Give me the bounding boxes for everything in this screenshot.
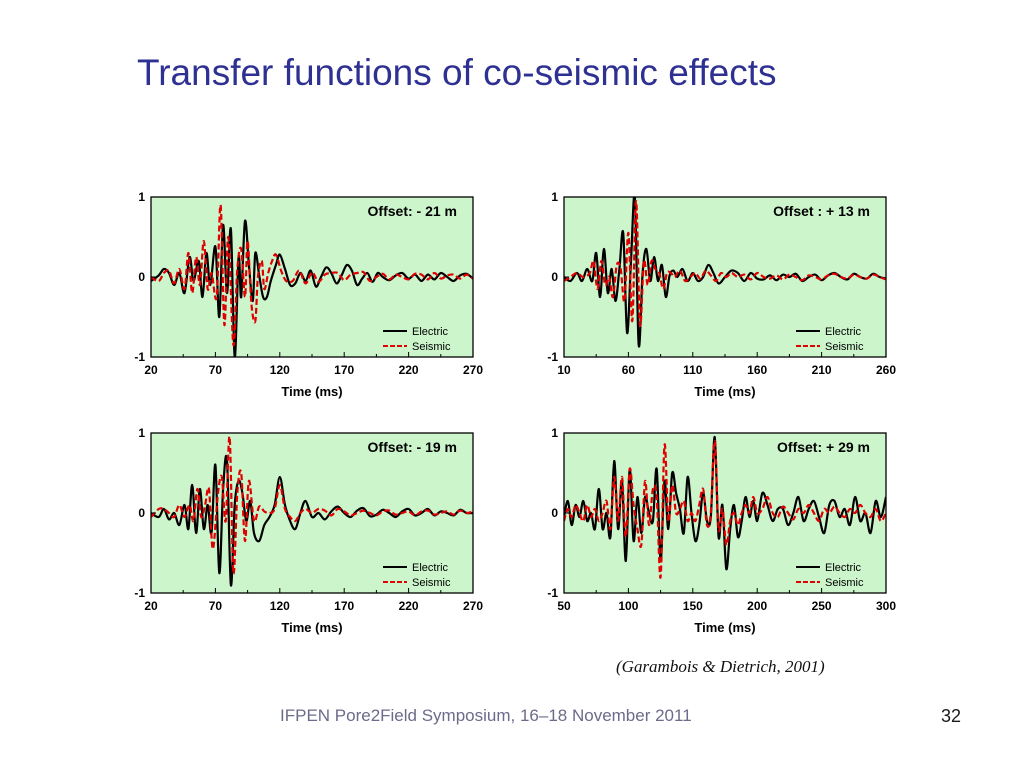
legend-label-electric: Electric: [825, 326, 862, 338]
x-tick-label: 220: [399, 363, 419, 377]
x-tick-label: 270: [463, 363, 483, 377]
y-tick-label: -1: [134, 586, 145, 600]
legend-label-seismic: Seismic: [825, 577, 864, 589]
y-tick-label: 0: [138, 506, 145, 520]
chart-panel-4: 50 100 150 200 250 300 -1 0 1 Time (ms) Offset: + …: [547, 426, 896, 635]
series-line-electric: [151, 219, 473, 357]
offset-annotation: Offset: - 21 m: [368, 203, 457, 219]
y-tick-label: 0: [551, 506, 558, 520]
x-tick-label: 260: [876, 363, 896, 377]
offset-annotation: Offset: + 29 m: [777, 439, 870, 455]
footer-text: IFPEN Pore2Field Symposium, 16–18 Novemb…: [280, 706, 692, 725]
x-tick-label: 70: [209, 599, 223, 613]
series-line-electric: [151, 454, 473, 587]
citation: (Garambois & Dietrich, 2001): [616, 657, 825, 676]
series-line-seismic: [151, 203, 473, 347]
x-axis-label: Time (ms): [281, 384, 342, 399]
legend-label-seismic: Seismic: [825, 341, 864, 353]
legend-label-seismic: Seismic: [412, 341, 451, 353]
x-tick-label: 250: [812, 599, 832, 613]
x-tick-label: 60: [622, 363, 636, 377]
chart-panel-1: 20 70 120 170 220 270 -1 0 1 Time (ms) Offset: - 2…: [134, 190, 483, 399]
x-tick-label: 70: [209, 363, 223, 377]
page-number: 32: [941, 706, 962, 726]
y-tick-label: -1: [547, 586, 558, 600]
y-tick-label: -1: [547, 350, 558, 364]
y-tick-label: 1: [138, 426, 145, 440]
x-tick-label: 270: [463, 599, 483, 613]
x-tick-label: 120: [270, 599, 290, 613]
y-tick-label: 0: [551, 270, 558, 284]
legend-label-electric: Electric: [825, 562, 862, 574]
x-tick-label: 160: [747, 363, 767, 377]
offset-annotation: Offset: - 19 m: [368, 439, 457, 455]
x-tick-label: 20: [144, 599, 158, 613]
series-line-seismic: [564, 439, 886, 579]
series-line-seismic: [151, 435, 473, 575]
x-axis-label: Time (ms): [694, 384, 755, 399]
x-tick-label: 100: [618, 599, 638, 613]
y-tick-label: 1: [551, 190, 558, 204]
x-tick-label: 20: [144, 363, 158, 377]
x-tick-label: 200: [747, 599, 767, 613]
x-tick-label: 10: [557, 363, 571, 377]
x-tick-label: 210: [812, 363, 832, 377]
legend-label-electric: Electric: [412, 326, 449, 338]
x-tick-label: 110: [683, 363, 703, 377]
x-tick-label: 170: [334, 363, 354, 377]
x-axis-label: Time (ms): [281, 620, 342, 635]
y-tick-label: 1: [551, 426, 558, 440]
y-tick-label: 1: [138, 190, 145, 204]
series-line-seismic: [564, 199, 886, 327]
offset-annotation: Offset : + 13 m: [773, 203, 870, 219]
y-tick-label: -1: [134, 350, 145, 364]
chart-panel-2: 10 60 110 160 210 260 -1 0 1 Time (ms) Offset : + …: [547, 190, 896, 399]
x-tick-label: 50: [557, 599, 571, 613]
slide-title: Transfer functions of co-seismic effects: [137, 52, 777, 93]
x-tick-label: 120: [270, 363, 290, 377]
legend-label-seismic: Seismic: [412, 577, 451, 589]
x-tick-label: 170: [334, 599, 354, 613]
x-tick-label: 300: [876, 599, 896, 613]
y-tick-label: 0: [138, 270, 145, 284]
legend-label-electric: Electric: [412, 562, 449, 574]
x-axis-label: Time (ms): [694, 620, 755, 635]
x-tick-label: 220: [399, 599, 419, 613]
chart-panel-3: 20 70 120 170 220 270 -1 0 1 Time (ms) Offset: - 1…: [134, 426, 483, 635]
x-tick-label: 150: [683, 599, 703, 613]
